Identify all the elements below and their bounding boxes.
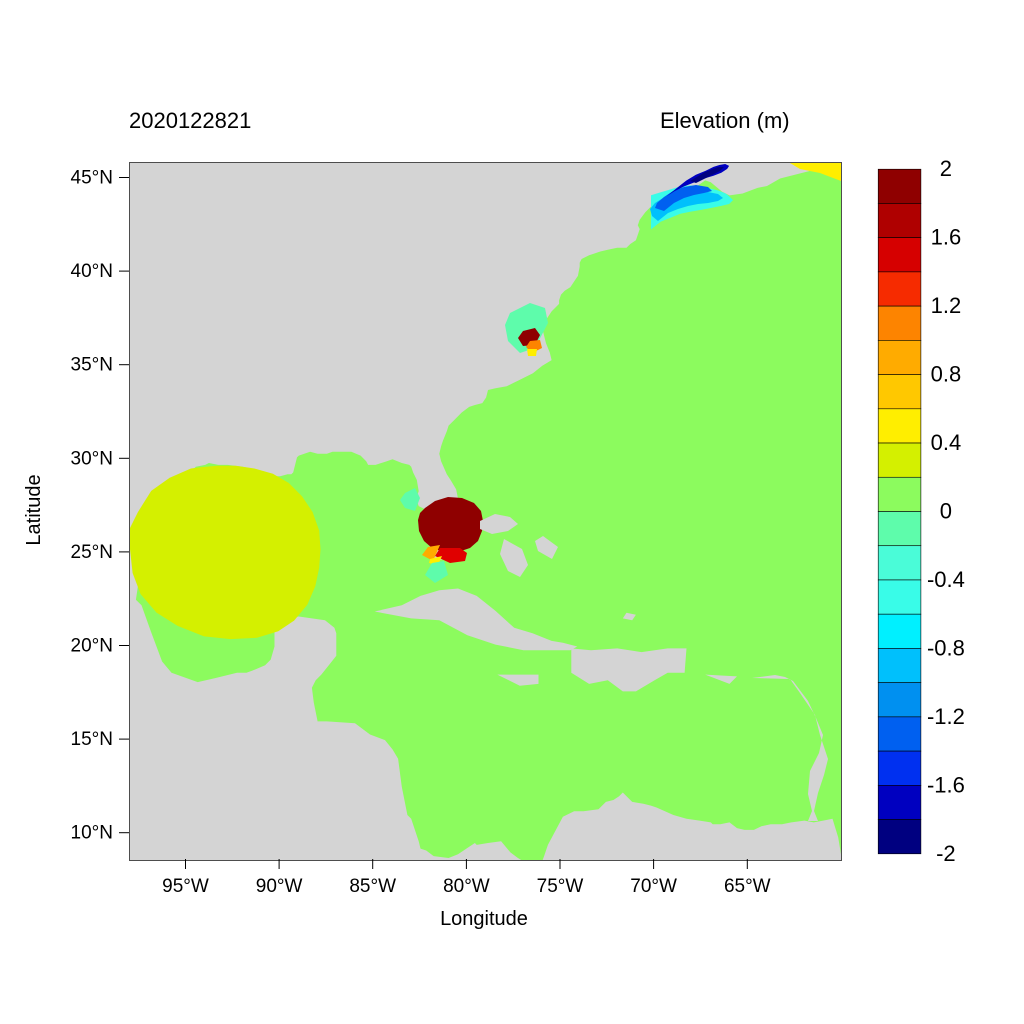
svg-text:1.6: 1.6 [931, 225, 962, 250]
svg-text:-1.2: -1.2 [927, 704, 965, 729]
svg-text:0.8: 0.8 [931, 362, 962, 387]
svg-text:15°N: 15°N [71, 729, 113, 750]
svg-text:-0.4: -0.4 [927, 567, 965, 592]
svg-text:95°W: 95°W [162, 876, 209, 897]
svg-text:10°N: 10°N [71, 823, 113, 844]
svg-text:90°W: 90°W [256, 876, 303, 897]
svg-text:30°N: 30°N [71, 448, 113, 469]
svg-text:Latitude: Latitude [23, 474, 45, 545]
svg-text:0: 0 [940, 499, 952, 524]
svg-text:80°W: 80°W [443, 876, 490, 897]
svg-text:Longitude: Longitude [440, 908, 528, 930]
svg-text:70°W: 70°W [630, 876, 677, 897]
svg-text:75°W: 75°W [537, 876, 584, 897]
svg-text:45°N: 45°N [71, 168, 113, 189]
svg-text:35°N: 35°N [71, 355, 113, 376]
svg-text:0.4: 0.4 [931, 430, 962, 455]
svg-text:-1.6: -1.6 [927, 772, 965, 797]
svg-text:-2: -2 [936, 841, 956, 866]
svg-text:2: 2 [940, 156, 952, 181]
svg-text:1.2: 1.2 [931, 293, 962, 318]
svg-text:85°W: 85°W [349, 876, 396, 897]
svg-text:40°N: 40°N [71, 261, 113, 282]
svg-text:-0.8: -0.8 [927, 635, 965, 660]
svg-text:65°W: 65°W [724, 876, 771, 897]
svg-text:20°N: 20°N [71, 636, 113, 657]
svg-text:25°N: 25°N [71, 542, 113, 563]
